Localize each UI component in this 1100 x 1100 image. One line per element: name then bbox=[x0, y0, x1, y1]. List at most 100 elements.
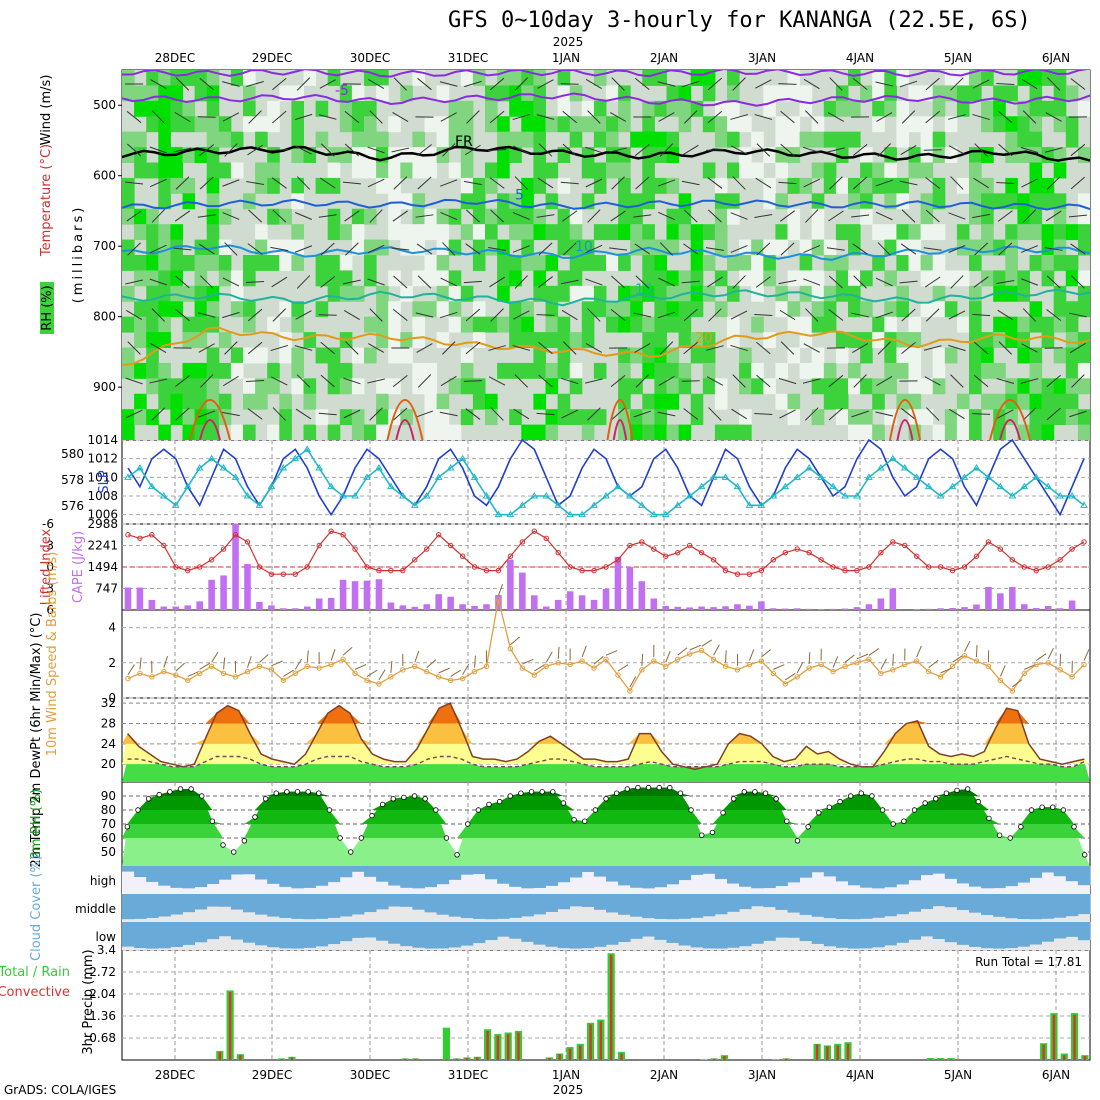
rh-cell bbox=[993, 270, 1006, 287]
rh-cell bbox=[533, 255, 546, 271]
rh-cell bbox=[678, 378, 692, 395]
wind-speed-point bbox=[256, 663, 263, 670]
date-tick-bottom: 28DEC bbox=[155, 1068, 195, 1082]
rh-point bbox=[156, 791, 162, 798]
rh-cell bbox=[521, 255, 534, 271]
wind-barb bbox=[972, 213, 991, 219]
wind-barb bbox=[343, 309, 360, 321]
lifted-index-axis-label: Lifted Index bbox=[39, 528, 54, 605]
wind-barb-10m bbox=[916, 645, 922, 658]
wind-speed-point bbox=[304, 663, 310, 670]
rh-cell bbox=[618, 316, 631, 333]
wind-barb bbox=[538, 374, 553, 388]
cloud-bar bbox=[158, 894, 171, 917]
rh-cell bbox=[134, 332, 147, 348]
thickness-point bbox=[147, 482, 156, 490]
wind-barb bbox=[489, 177, 505, 189]
rh-cell bbox=[400, 147, 413, 163]
rh-cell bbox=[1041, 270, 1055, 287]
cloud-bar bbox=[714, 922, 728, 949]
wind-barb bbox=[173, 247, 192, 251]
thickness-point bbox=[1080, 501, 1088, 508]
cape-bar bbox=[662, 605, 670, 610]
wind-barb bbox=[538, 143, 553, 157]
wind-speed-point bbox=[782, 681, 788, 687]
rh-point bbox=[922, 800, 928, 806]
rh-cell bbox=[267, 424, 280, 440]
rh-cell bbox=[182, 393, 196, 410]
wind-barb bbox=[344, 143, 359, 157]
cape-bar bbox=[244, 563, 251, 610]
rh-cell bbox=[339, 378, 353, 395]
rh-cell bbox=[690, 409, 704, 426]
cape-bar bbox=[602, 588, 610, 610]
precip-convective-bar bbox=[558, 1054, 561, 1060]
rh-cell bbox=[872, 393, 885, 410]
rh-cell bbox=[981, 177, 994, 194]
rh-cell bbox=[533, 224, 546, 241]
cloud-bar bbox=[243, 866, 256, 875]
cloud-bar bbox=[618, 894, 631, 915]
precip-convective-bar bbox=[239, 1055, 242, 1060]
wind-barb bbox=[490, 209, 505, 223]
rh-cell bbox=[267, 255, 280, 271]
rh-cell bbox=[932, 424, 946, 440]
cloud-bar bbox=[642, 894, 655, 919]
lifted-index-point bbox=[722, 567, 729, 574]
rh-cell bbox=[763, 270, 776, 287]
rh-cell bbox=[388, 270, 401, 287]
rh-point bbox=[996, 832, 1003, 838]
rh-cell bbox=[908, 162, 922, 179]
wind-barb bbox=[974, 143, 988, 157]
rh-cell bbox=[146, 239, 159, 256]
temp-axis-label: 2m Temp 2m DewPt (6hr Min/Max) (°C) bbox=[29, 613, 44, 868]
cloud-bar bbox=[739, 894, 752, 910]
cloud-bar bbox=[751, 922, 764, 944]
rh-cell bbox=[993, 362, 1006, 379]
wind-barb-10m bbox=[247, 656, 252, 668]
slp-tick-label: 1012 bbox=[87, 452, 118, 466]
wind-barb bbox=[585, 378, 603, 384]
wind-barb bbox=[537, 79, 554, 89]
wind-barb-10m bbox=[689, 644, 701, 651]
rh-point bbox=[603, 796, 609, 802]
rh-cell bbox=[1041, 393, 1055, 410]
rh-point bbox=[954, 787, 960, 794]
thickness-point bbox=[243, 492, 252, 499]
lifted-index-tick-label: 3 bbox=[46, 582, 54, 596]
rh-cell bbox=[448, 270, 462, 287]
rh-cell bbox=[497, 162, 510, 179]
wind-barb bbox=[536, 214, 555, 218]
wind-barb bbox=[417, 275, 432, 289]
wind-barb-10m bbox=[139, 657, 142, 670]
cloud-bar bbox=[799, 894, 813, 915]
cloud-bar bbox=[751, 866, 764, 889]
lifted-index-point bbox=[1069, 546, 1075, 552]
rh-cell bbox=[315, 301, 329, 318]
precip-convective-bar bbox=[826, 1046, 829, 1060]
rh-point bbox=[837, 798, 843, 805]
rh-cell bbox=[727, 208, 740, 225]
wind-barb-10m bbox=[725, 650, 727, 663]
wind-barb bbox=[805, 209, 819, 223]
rh-cell bbox=[969, 239, 982, 256]
rh-cell bbox=[158, 285, 171, 302]
wind-barb bbox=[464, 144, 481, 156]
rh-cell bbox=[714, 393, 728, 410]
pressure-tick-label: 900 bbox=[93, 380, 116, 394]
lifted-index-point bbox=[639, 539, 645, 545]
rh-point bbox=[773, 796, 779, 802]
wind-barb bbox=[659, 242, 674, 256]
rh-cell bbox=[811, 131, 825, 148]
rh-cell bbox=[908, 224, 922, 241]
rh-cell bbox=[714, 100, 728, 117]
wind-barb-10m bbox=[259, 653, 269, 663]
rh-cell bbox=[436, 208, 450, 225]
cloud-bar bbox=[799, 922, 813, 942]
rh-cell bbox=[823, 255, 837, 271]
rh-cell bbox=[509, 316, 522, 333]
thickness-point bbox=[673, 501, 682, 508]
cloud-bar bbox=[1017, 866, 1030, 883]
lifted-index-point bbox=[866, 564, 872, 570]
